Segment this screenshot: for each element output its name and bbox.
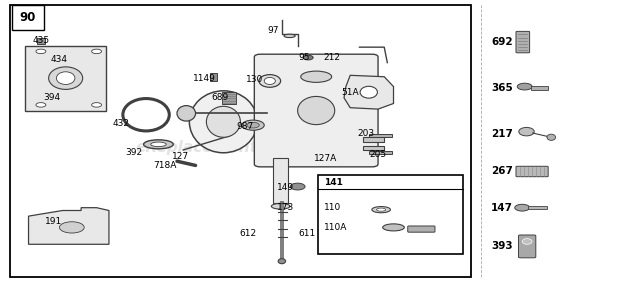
Text: 97: 97 xyxy=(267,26,278,35)
Text: 393: 393 xyxy=(491,241,513,251)
Text: 392: 392 xyxy=(125,148,142,157)
Ellipse shape xyxy=(189,91,257,153)
Text: 110A: 110A xyxy=(324,223,347,232)
Text: 267: 267 xyxy=(491,166,513,176)
Text: 212: 212 xyxy=(323,53,340,61)
Circle shape xyxy=(290,183,305,190)
Circle shape xyxy=(36,49,46,54)
Text: 718A: 718A xyxy=(153,161,176,170)
Circle shape xyxy=(303,55,313,60)
Circle shape xyxy=(247,122,259,128)
Bar xyxy=(363,146,384,150)
Ellipse shape xyxy=(60,222,84,233)
Ellipse shape xyxy=(522,239,532,244)
Circle shape xyxy=(92,49,102,54)
Ellipse shape xyxy=(151,142,166,147)
Text: 95: 95 xyxy=(298,53,309,61)
FancyBboxPatch shape xyxy=(408,226,435,232)
Text: 217: 217 xyxy=(491,129,513,140)
Circle shape xyxy=(92,103,102,107)
Ellipse shape xyxy=(284,34,295,38)
Text: 149: 149 xyxy=(277,183,294,192)
FancyBboxPatch shape xyxy=(518,235,536,258)
Text: 365: 365 xyxy=(491,83,513,93)
FancyBboxPatch shape xyxy=(516,31,529,53)
FancyBboxPatch shape xyxy=(516,166,548,177)
FancyBboxPatch shape xyxy=(318,175,463,254)
Ellipse shape xyxy=(264,78,275,84)
Text: 689: 689 xyxy=(211,93,229,102)
FancyBboxPatch shape xyxy=(10,5,471,277)
Bar xyxy=(369,134,392,137)
Ellipse shape xyxy=(272,203,290,209)
Bar xyxy=(363,137,384,142)
Text: 110: 110 xyxy=(324,203,341,212)
Text: 141: 141 xyxy=(324,178,342,187)
Ellipse shape xyxy=(360,86,378,98)
Ellipse shape xyxy=(123,98,169,131)
Ellipse shape xyxy=(48,67,82,89)
Text: 432: 432 xyxy=(113,119,130,128)
Ellipse shape xyxy=(298,97,335,125)
Text: 205: 205 xyxy=(370,150,387,159)
Ellipse shape xyxy=(372,207,391,213)
Text: 1149: 1149 xyxy=(193,74,216,83)
Text: 173: 173 xyxy=(277,203,294,212)
Text: 435: 435 xyxy=(32,36,50,45)
FancyBboxPatch shape xyxy=(221,93,236,104)
Ellipse shape xyxy=(259,75,281,87)
Text: 130: 130 xyxy=(246,75,263,84)
FancyBboxPatch shape xyxy=(25,46,106,111)
Text: 987: 987 xyxy=(236,121,254,130)
Ellipse shape xyxy=(206,106,241,137)
Ellipse shape xyxy=(519,127,534,136)
Bar xyxy=(531,86,548,90)
Text: 147: 147 xyxy=(491,203,513,213)
Ellipse shape xyxy=(56,72,75,84)
Ellipse shape xyxy=(301,71,332,82)
Circle shape xyxy=(515,204,529,211)
Ellipse shape xyxy=(383,224,404,231)
Polygon shape xyxy=(29,208,109,244)
FancyBboxPatch shape xyxy=(12,5,44,30)
Text: 434: 434 xyxy=(51,55,68,64)
Text: 611: 611 xyxy=(298,229,316,237)
Bar xyxy=(369,151,392,154)
Ellipse shape xyxy=(177,106,195,121)
Bar xyxy=(273,158,288,203)
Text: 394: 394 xyxy=(43,93,61,102)
Text: 127A: 127A xyxy=(314,154,337,163)
Ellipse shape xyxy=(376,208,386,211)
Bar xyxy=(37,38,45,44)
FancyBboxPatch shape xyxy=(254,54,378,167)
Ellipse shape xyxy=(144,140,173,149)
Ellipse shape xyxy=(547,134,556,140)
Text: 51A: 51A xyxy=(342,88,359,97)
Bar xyxy=(210,73,217,81)
Circle shape xyxy=(36,103,46,107)
Text: 127: 127 xyxy=(172,153,188,162)
Circle shape xyxy=(517,83,532,90)
Text: 203: 203 xyxy=(357,128,374,138)
Text: eReplacementParts.com: eReplacementParts.com xyxy=(135,140,342,155)
Bar xyxy=(280,201,284,263)
Text: 90: 90 xyxy=(20,11,36,24)
Text: 191: 191 xyxy=(45,217,62,226)
Polygon shape xyxy=(344,75,394,109)
Text: 692: 692 xyxy=(491,37,513,46)
Circle shape xyxy=(242,120,264,130)
Text: 612: 612 xyxy=(239,229,257,237)
Bar xyxy=(528,206,547,209)
Ellipse shape xyxy=(278,259,286,264)
